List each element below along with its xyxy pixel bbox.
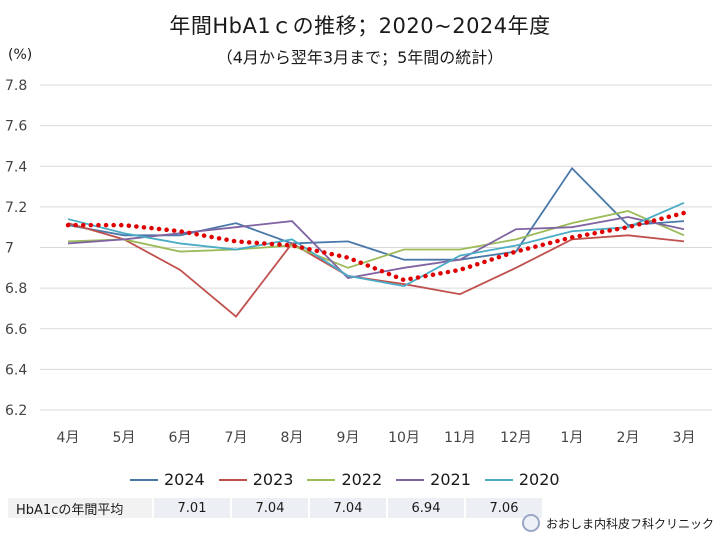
- legend-swatch: [218, 478, 247, 481]
- x-tick-label: 12月: [500, 430, 532, 446]
- y-tick-label: 7.4: [5, 159, 27, 175]
- average-table-label: HbA1cの年間平均: [8, 498, 152, 518]
- legend-swatch: [396, 478, 425, 481]
- legend-item-2020: 2020: [484, 470, 560, 489]
- series-line-2021: [67, 216, 685, 279]
- clinic-credit: おおしま内科皮フ科クリニック: [521, 514, 714, 532]
- average-cell-2020: 7.06: [464, 498, 542, 518]
- chart-subtitle: （4月から翌年3月まで；5年間の統計）: [216, 48, 504, 67]
- clinic-name: おおしま内科皮フ科クリニック: [545, 516, 714, 531]
- average-cell-2021: 6.94: [386, 498, 464, 518]
- annual-average-table: HbA1cの年間平均 7.01 7.04 7.04 6.94 7.06: [8, 498, 542, 518]
- trend-line: [65, 210, 687, 283]
- average-cell-2024: 7.01: [152, 498, 230, 518]
- chart-title: 年間HbA1ｃの推移；2020~2024年度: [169, 14, 551, 38]
- x-tick-label: 7月: [225, 430, 248, 446]
- average-cell-2022: 7.04: [308, 498, 386, 518]
- x-tick-label: 1月: [561, 430, 584, 446]
- y-tick-label: 6.6: [5, 322, 27, 338]
- legend-item-2024: 2024: [130, 470, 205, 489]
- legend-swatch: [307, 478, 336, 481]
- x-tick-label: 6月: [169, 430, 192, 446]
- y-tick-label: 6.8: [5, 281, 27, 297]
- y-tick-label: 7.6: [5, 119, 27, 135]
- x-tick-label: 11月: [444, 430, 476, 446]
- series-line-2022: [67, 209, 685, 269]
- legend-swatch: [484, 478, 513, 481]
- y-tick-label: 7: [5, 241, 14, 257]
- line-chart: 6.2 6.4 6.6 6.8 7 7.2 7.4 7.6 7.8 4月 5月 6月 7月 8月 9月 10月…: [5, 78, 712, 446]
- y-tick-label: 6.4: [5, 362, 27, 378]
- x-tick-label: 9月: [337, 430, 360, 446]
- x-tick-label: 5月: [113, 430, 136, 446]
- legend-label: 2021: [430, 470, 471, 489]
- series-line-2020: [67, 201, 685, 288]
- legend-item-2022: 2022: [307, 470, 382, 489]
- y-tick-label: 6.2: [5, 403, 27, 419]
- clinic-logo-icon: [521, 514, 540, 532]
- series-line-2023: [67, 222, 685, 318]
- legend-item-2021: 2021: [396, 470, 471, 489]
- series-line-2024: [67, 166, 685, 261]
- table-row: HbA1cの年間平均 7.01 7.04 7.04 6.94 7.06: [8, 498, 542, 518]
- legend: 2024 2023 2022 2021 2020: [130, 470, 560, 489]
- y-axis-unit: (%): [8, 47, 33, 63]
- x-tick-label: 8月: [281, 430, 304, 446]
- legend-swatch: [130, 478, 158, 481]
- legend-item-2023: 2023: [218, 470, 294, 489]
- x-tick-label: 2月: [617, 430, 640, 446]
- legend-label: 2022: [341, 470, 383, 489]
- y-tick-label: 7.2: [5, 200, 27, 216]
- legend-label: 2020: [518, 470, 560, 489]
- y-tick-label: 7.8: [5, 78, 27, 94]
- average-cell-2023: 7.04: [230, 498, 308, 518]
- legend-label: 2024: [164, 470, 205, 489]
- legend-label: 2023: [252, 470, 294, 489]
- x-tick-label: 4月: [57, 430, 80, 446]
- x-tick-label: 10月: [388, 430, 420, 446]
- x-tick-label: 3月: [673, 430, 696, 446]
